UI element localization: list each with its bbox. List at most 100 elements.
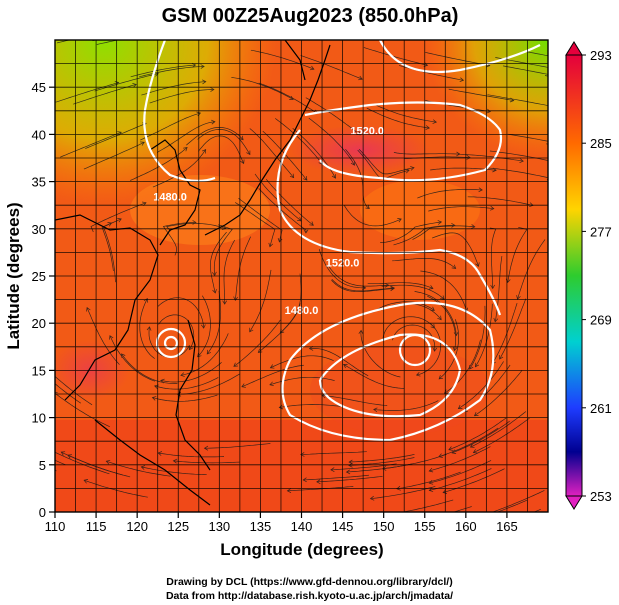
streamline-arrow	[151, 396, 157, 401]
streamline-arrow	[154, 384, 159, 390]
streamline	[494, 256, 503, 322]
streamline-arrow	[469, 443, 475, 448]
streamline	[160, 362, 222, 383]
streamline-arrow	[331, 174, 336, 179]
coastlines	[55, 40, 331, 506]
contour-label: 1480.0	[153, 191, 187, 203]
colorbar-gradient	[565, 54, 583, 497]
streamline-arrow	[210, 87, 215, 92]
streamline-arrow	[203, 445, 209, 451]
streamline	[366, 107, 430, 129]
y-tick-label: 35	[32, 175, 46, 190]
streamline-arrow	[499, 354, 504, 360]
colorbar-tick-label: 261	[590, 401, 612, 416]
streamline	[158, 452, 225, 458]
streamline	[154, 377, 219, 390]
streamline	[269, 376, 335, 386]
x-tick-label: 135	[250, 519, 272, 534]
x-tick-label: 155	[414, 519, 436, 534]
streamline-arrow	[390, 285, 395, 291]
streamline-arrow	[212, 289, 217, 294]
streamline	[300, 55, 363, 80]
streamline-arrow	[478, 187, 483, 193]
streamline	[180, 333, 229, 376]
streamline-arrow	[118, 28, 122, 32]
streamline	[420, 270, 468, 312]
streamline-arrow	[289, 95, 294, 100]
streamline-arrow	[437, 315, 442, 321]
streamline	[469, 305, 486, 370]
streamline	[279, 273, 302, 334]
streamline-arrow	[549, 104, 553, 108]
streamline-arrow	[350, 161, 355, 166]
streamline-arrow	[302, 477, 307, 483]
colorbar: 293 285 277 269 261 253	[565, 41, 612, 510]
streamline-arrow	[146, 326, 152, 331]
colorbar-tick-label: 293	[590, 48, 612, 63]
streamline-arrow	[451, 222, 456, 228]
streamline	[429, 446, 491, 472]
streamline	[198, 135, 245, 164]
streamline	[149, 89, 214, 104]
streamline-arrow	[330, 467, 335, 473]
streamline-arrow	[348, 462, 353, 468]
streamline-arrow	[519, 158, 524, 164]
streamline-arrow	[132, 83, 137, 88]
streamline	[55, 474, 56, 475]
streamline-arrow	[197, 352, 202, 358]
streamline	[141, 81, 206, 96]
streamline	[55, 375, 93, 406]
streamline-arrow	[257, 348, 263, 353]
streamline-arrow	[384, 282, 390, 288]
streamline-arrow	[486, 108, 491, 114]
streamline-arrow	[246, 150, 251, 156]
streamline	[109, 335, 156, 382]
streamline-arrow	[269, 381, 274, 387]
streamline	[250, 49, 315, 70]
streamline	[318, 248, 366, 289]
streamline-arrow	[222, 300, 228, 305]
streamline-arrow	[607, 156, 611, 160]
streamline-arrow	[212, 271, 217, 277]
footer-credit-data: Data from http://database.rish.kyoto-u.a…	[165, 590, 454, 602]
streamline	[431, 232, 479, 267]
streamline-arrow	[475, 262, 480, 267]
streamline-arrow	[373, 407, 378, 413]
streamline	[448, 417, 507, 451]
streamline-arrow	[425, 125, 430, 130]
streamline-arrow	[493, 317, 499, 323]
streamline	[223, 239, 236, 305]
streamline	[507, 226, 528, 283]
streamline-arrow	[48, 449, 52, 453]
x-tick-label: 115	[86, 519, 107, 534]
streamline-arrow	[268, 242, 274, 248]
streamline-arrow	[451, 449, 457, 454]
streamline	[491, 302, 518, 365]
streamline	[140, 112, 201, 141]
streamline-arrow	[410, 166, 415, 171]
streamline	[443, 468, 505, 493]
wind-streamlines	[48, 28, 611, 516]
streamline	[166, 223, 227, 232]
y-tick-label: 25	[32, 269, 46, 284]
streamline-arrow	[483, 512, 487, 516]
streamline-arrow	[249, 327, 254, 333]
streamline	[101, 218, 122, 271]
streamline	[249, 269, 272, 332]
streamline	[204, 443, 271, 449]
streamline	[489, 150, 548, 161]
streamline-arrow	[365, 204, 370, 210]
streamline-arrow	[300, 452, 305, 457]
streamline	[300, 451, 367, 455]
streamline	[321, 395, 388, 406]
streamline	[429, 468, 492, 491]
streamline	[499, 298, 527, 360]
streamline-arrow	[471, 224, 476, 229]
y-axis-label: Latitude (degrees)	[4, 202, 23, 349]
streamline	[517, 239, 546, 300]
streamline-arrow	[358, 329, 364, 335]
streamline	[55, 392, 110, 428]
lat-lon-grid	[55, 40, 548, 512]
streamline-arrow	[240, 159, 245, 165]
